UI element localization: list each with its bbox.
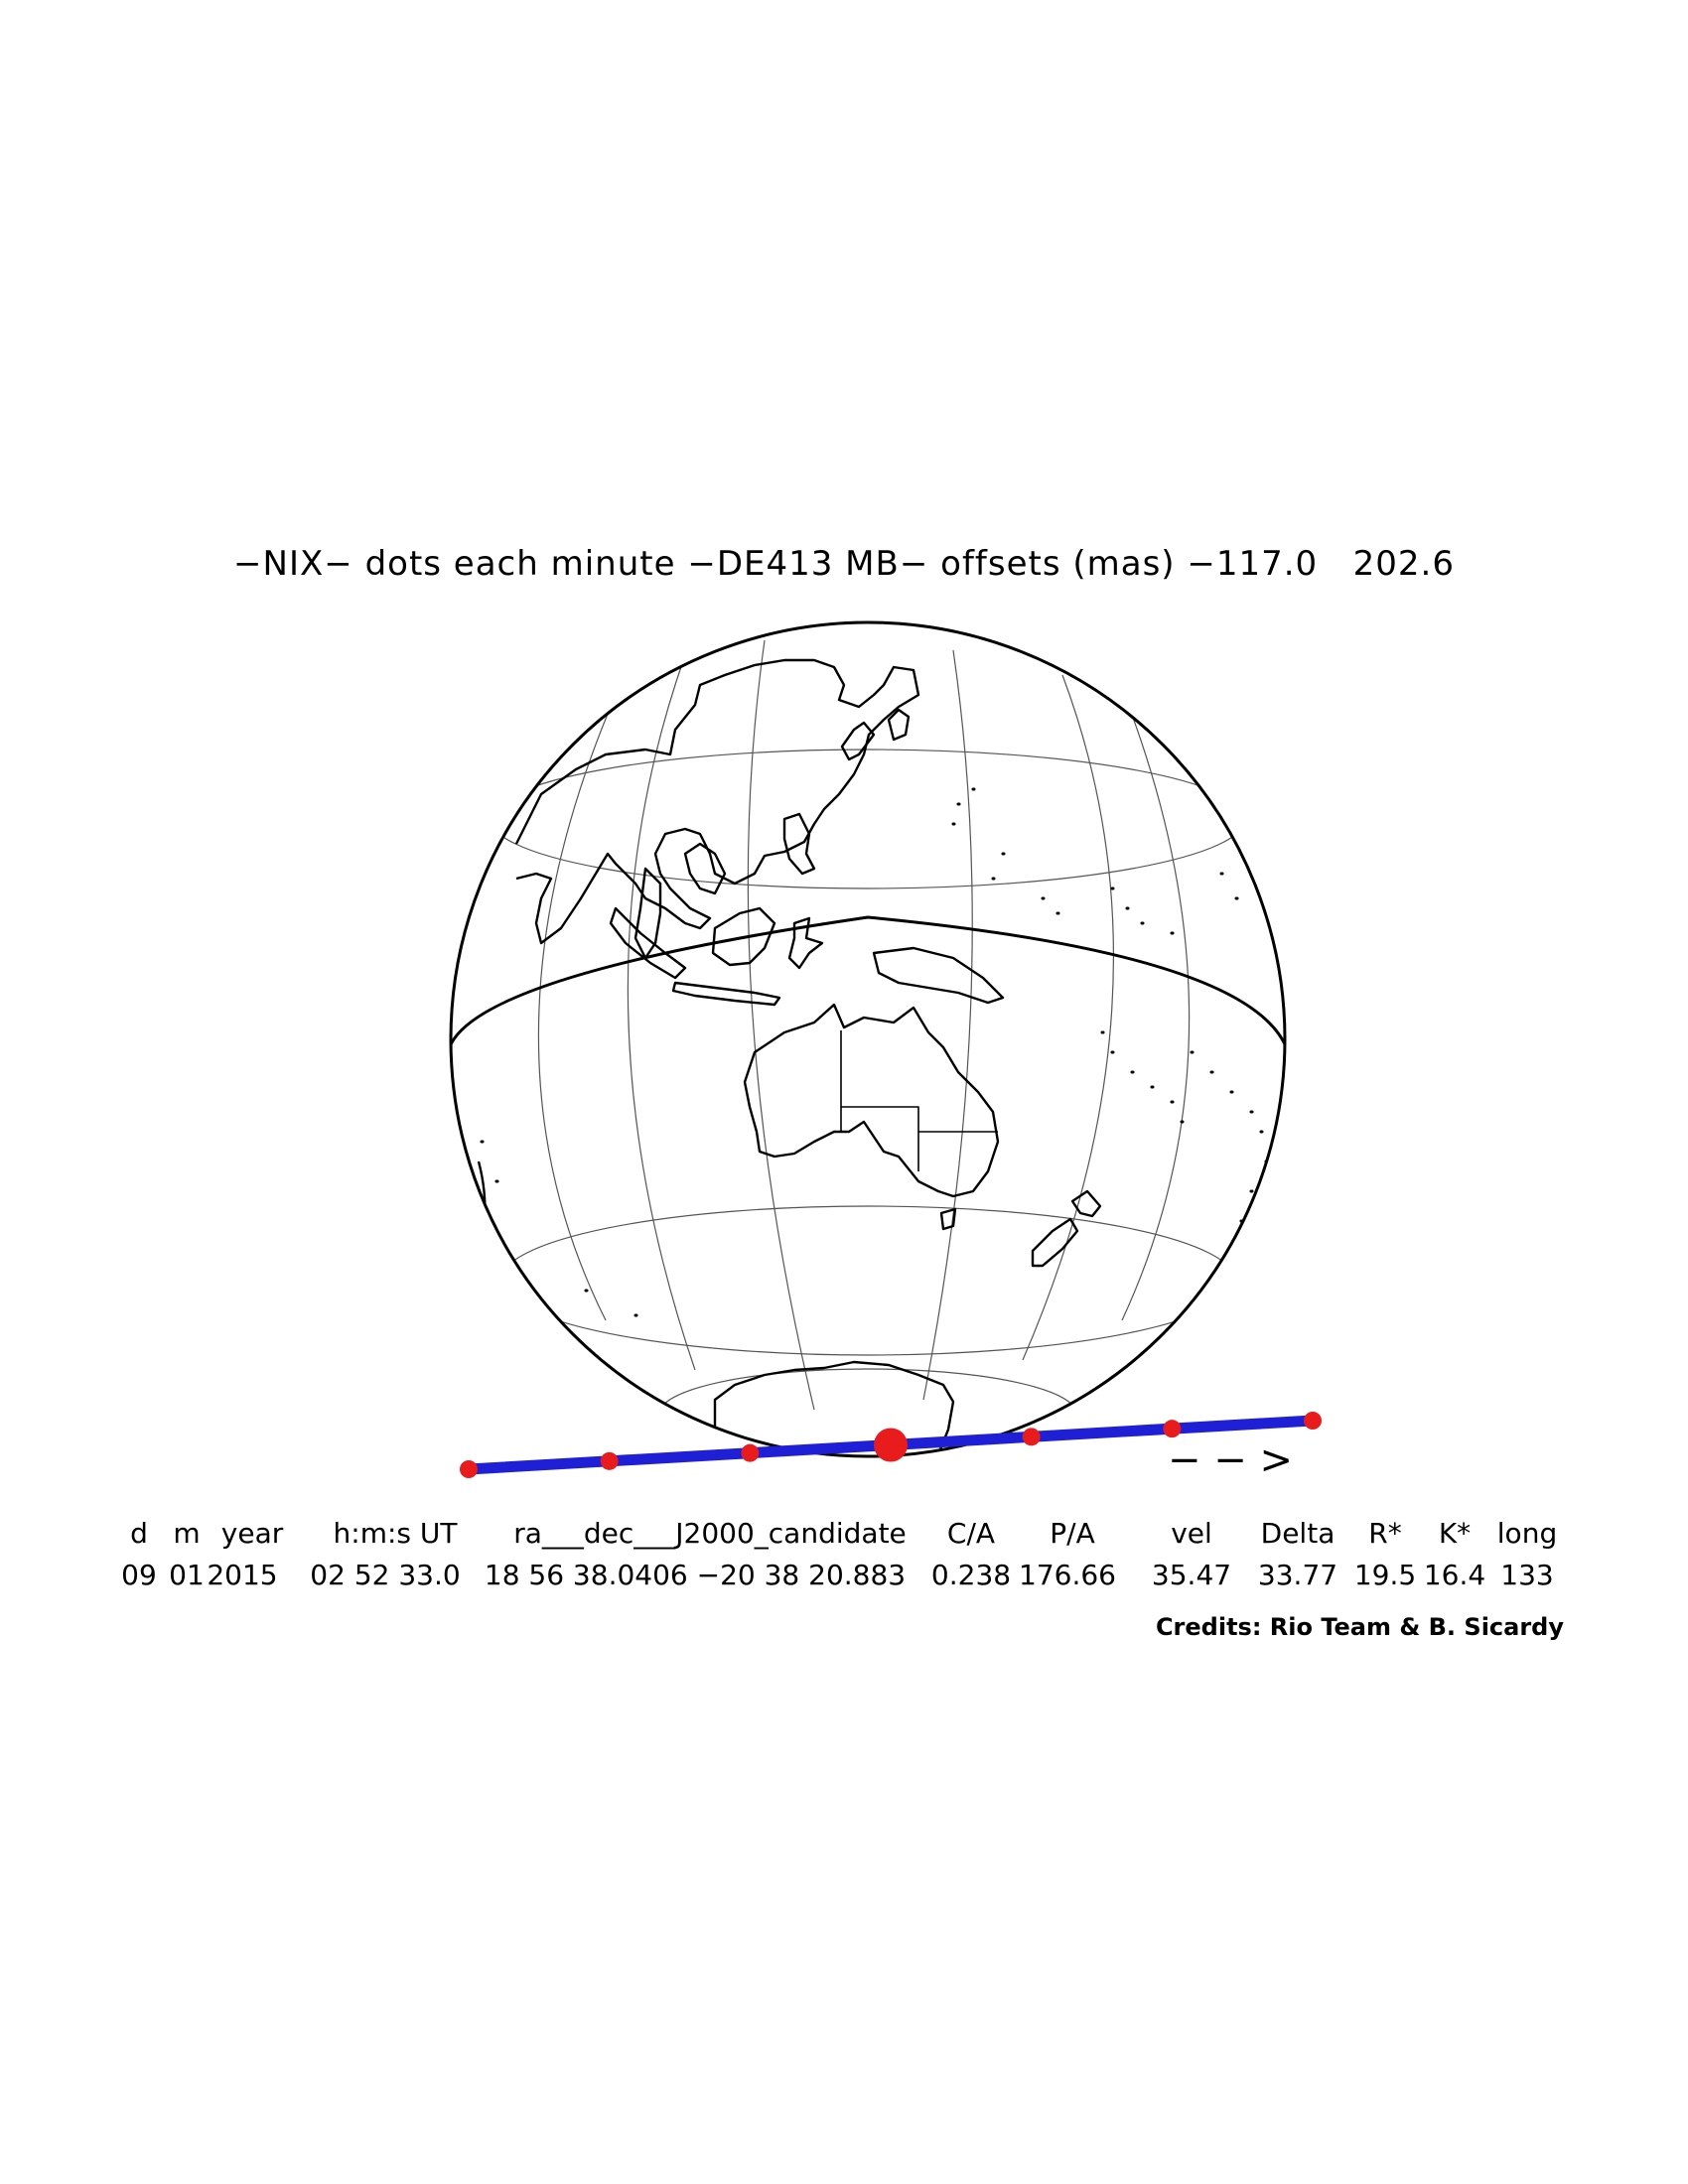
- japan-coastline: [887, 708, 911, 742]
- header-ca: C/A: [946, 1517, 996, 1550]
- header-r-star: R*: [1368, 1517, 1402, 1550]
- coastlines: [477, 658, 1269, 1456]
- longitude-line: [747, 639, 815, 1411]
- tasmania-coastline: [939, 1207, 957, 1231]
- minute-dot: [1304, 1412, 1322, 1430]
- credits-text: Credits: Rio Team & B. Sicardy: [1155, 1613, 1564, 1641]
- header-k-star: K*: [1438, 1517, 1472, 1550]
- value-pa: 176.66: [1019, 1559, 1116, 1591]
- minute-dot: [600, 1451, 619, 1470]
- minute-dot: [741, 1443, 760, 1462]
- value-delta: 33.77: [1257, 1559, 1338, 1591]
- japan-coastline: [840, 721, 876, 761]
- header-long: long: [1496, 1517, 1558, 1550]
- minute-dot: [1022, 1428, 1041, 1446]
- header-year: year: [220, 1517, 284, 1550]
- value-vel: 35.47: [1151, 1559, 1232, 1591]
- longitude-line: [627, 654, 696, 1371]
- value-k-star: 16.4: [1423, 1559, 1486, 1591]
- australia-state-border: [840, 1030, 998, 1171]
- value-r-star: 19.5: [1353, 1559, 1417, 1591]
- philippines-coastline: [782, 812, 816, 876]
- longitude-line: [537, 694, 617, 1321]
- antarctica-coastline: [713, 1360, 955, 1456]
- minute-dot: [460, 1460, 478, 1478]
- table-value-row: 09 01 2015 02 52 33.0 18 56 38.0406 −20 …: [119, 1559, 1569, 1600]
- borneo-coastline: [711, 906, 776, 967]
- asia-coastline: [514, 658, 920, 945]
- equator-line: [451, 915, 1285, 1045]
- table-header-row: d m year h:m:s UT ra___dec___J2000_candi…: [119, 1517, 1569, 1559]
- minute-dots: [460, 1412, 1322, 1478]
- value-d: 09: [121, 1559, 157, 1591]
- direction-arrow: − − >: [1168, 1437, 1293, 1483]
- value-year: 2015: [207, 1559, 278, 1591]
- value-ca: 0.238: [930, 1559, 1012, 1591]
- latitude-line: [490, 749, 1246, 889]
- longitude-line: [1121, 714, 1191, 1321]
- central-minute-dot: [874, 1428, 908, 1462]
- new-zealand-coastline: [1031, 1217, 1079, 1268]
- header-coordinates: ra___dec___J2000_candidate: [513, 1517, 907, 1550]
- latitude-line: [499, 1205, 1236, 1356]
- occultation-table: d m year h:m:s UT ra___dec___J2000_candi…: [119, 1517, 1569, 1600]
- chart-title: −NIX− dots each minute −DE413 MB− offset…: [233, 544, 1455, 584]
- value-coordinates: 18 56 38.0406 −20 38 20.883: [484, 1559, 907, 1591]
- header-pa: P/A: [1050, 1517, 1095, 1550]
- minute-dot: [1163, 1420, 1182, 1438]
- new-guinea-coastline: [872, 946, 1005, 1005]
- longitude-line: [1022, 674, 1114, 1361]
- indochina-coastline: [683, 842, 727, 895]
- header-time: h:m:s UT: [333, 1517, 458, 1550]
- value-long: 133: [1500, 1559, 1554, 1591]
- header-delta: Delta: [1260, 1517, 1336, 1550]
- sumatra-coastline: [609, 906, 687, 980]
- header-vel: vel: [1171, 1517, 1212, 1550]
- java-coastline: [671, 981, 781, 1007]
- longitude-line: [922, 649, 973, 1401]
- australia-coastline: [743, 1003, 1000, 1198]
- globe-outline: [449, 620, 1287, 1458]
- graticule: [490, 639, 1246, 1456]
- value-m: 01: [169, 1559, 205, 1591]
- header-d: d: [130, 1517, 148, 1550]
- pacific-islands: [480, 787, 1269, 1317]
- header-m: m: [173, 1517, 201, 1550]
- malay-peninsula: [633, 867, 662, 960]
- value-time: 02 52 33.0: [310, 1559, 461, 1591]
- sulawesi-coastline: [787, 916, 824, 970]
- new-zealand-coastline: [1070, 1189, 1102, 1218]
